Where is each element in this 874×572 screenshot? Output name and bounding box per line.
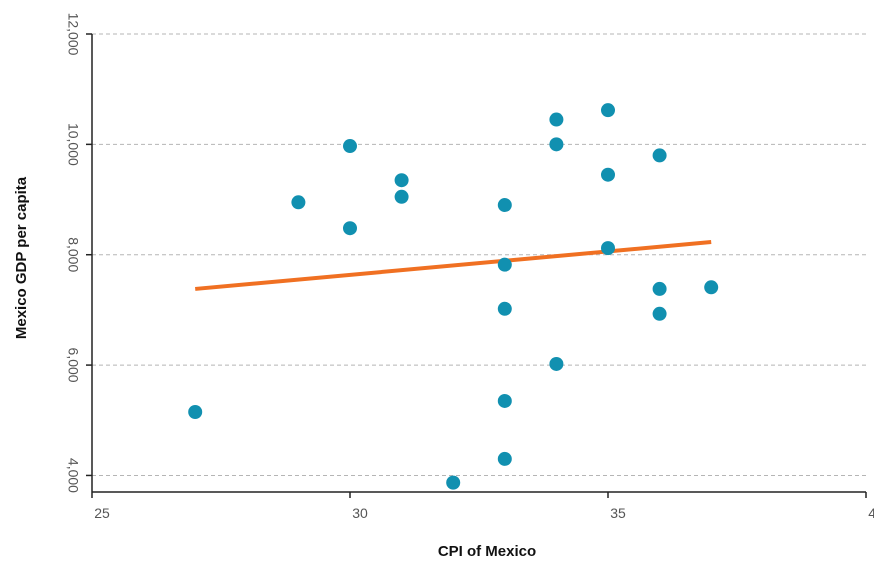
data-point-16 (601, 167, 615, 182)
y-tick-label-2: 8,000 (65, 237, 81, 272)
data-point-7 (497, 198, 512, 213)
y-axis-ticks: 4,000 6,000 8,000 10,000 12,000 (65, 13, 92, 493)
data-point-9 (497, 301, 512, 316)
trend-line (195, 240, 712, 291)
data-point-11 (497, 451, 512, 466)
data-point-10 (497, 393, 512, 408)
x-axis-ticks: 25 30 35 40 (91, 492, 874, 521)
x-tick-label-0: 25 (94, 505, 110, 521)
data-point-5 (394, 189, 409, 204)
data-point-1 (291, 195, 306, 210)
y-tick-label-3: 10,000 (65, 123, 81, 166)
x-tick-label-3: 40 (868, 505, 874, 521)
data-point-19 (652, 281, 667, 296)
y-axis-title: Mexico GDP per capita (13, 176, 30, 339)
data-point-8 (497, 257, 512, 272)
data-points (188, 103, 719, 490)
data-point-18 (652, 148, 667, 163)
data-point-0 (188, 404, 203, 419)
data-point-3 (343, 221, 357, 236)
data-point-2 (343, 139, 357, 154)
data-point-6 (446, 475, 461, 490)
x-tick-label-1: 30 (352, 505, 368, 521)
data-point-15 (601, 103, 615, 118)
data-point-14 (549, 356, 564, 371)
data-point-20 (652, 306, 667, 321)
x-axis-title: CPI of Mexico (438, 543, 536, 560)
y-tick-label-0: 4,000 (65, 458, 81, 493)
y-tick-label-1: 6,000 (65, 348, 81, 383)
data-point-4 (394, 173, 409, 188)
data-point-13 (549, 137, 564, 152)
x-tick-label-2: 35 (610, 505, 626, 521)
data-point-21 (704, 280, 719, 295)
trend-line-group (195, 240, 712, 291)
data-point-12 (549, 112, 564, 127)
data-point-17 (601, 241, 615, 256)
gridlines (92, 33, 866, 476)
y-tick-label-4: 12,000 (65, 13, 81, 56)
